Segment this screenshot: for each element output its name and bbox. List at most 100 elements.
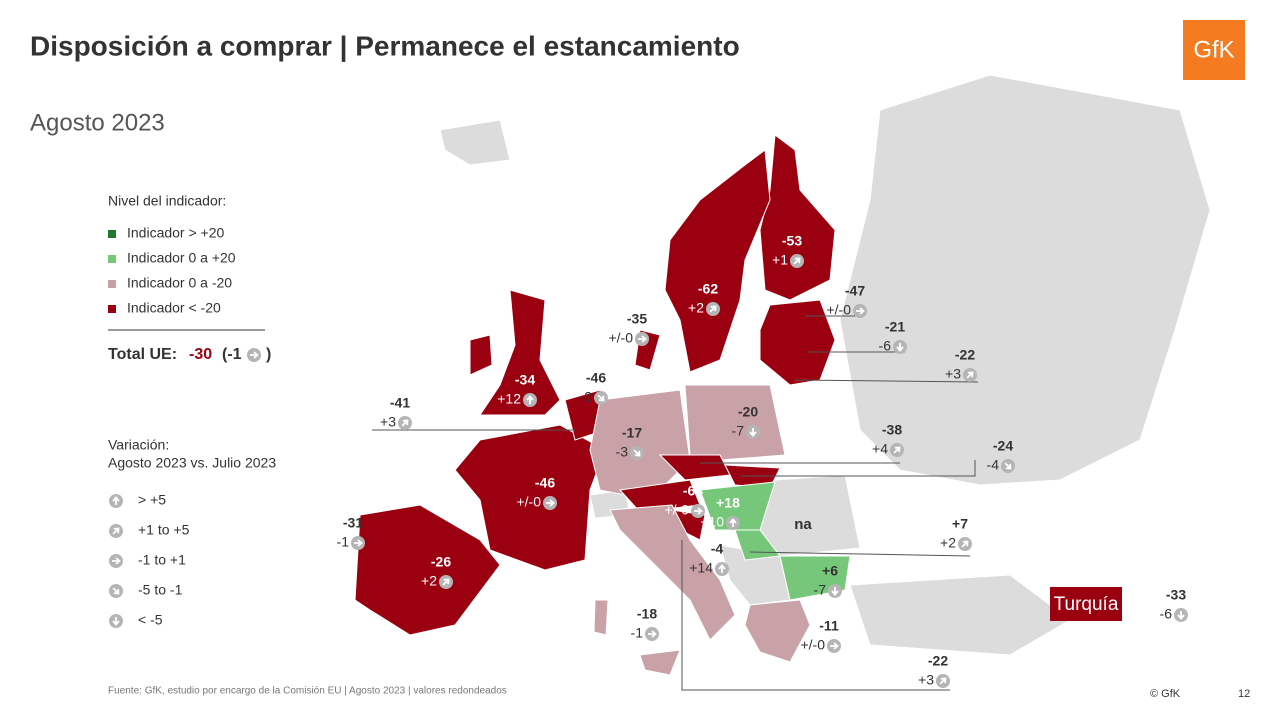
country: [479, 289, 561, 416]
country-change: -1: [631, 625, 644, 641]
legend-title: Nivel del indicador:: [108, 193, 226, 209]
legend-label: Indicador < -20: [127, 300, 221, 316]
change-icon: [109, 614, 123, 628]
change-icon: [351, 536, 365, 550]
country-change: -1: [337, 534, 350, 550]
change-icon: [439, 575, 453, 589]
country-value: -22: [955, 347, 975, 363]
turkey-box: [1050, 587, 1122, 621]
page-number: 12: [1238, 688, 1250, 700]
change-icon: [1001, 459, 1015, 473]
country: [354, 504, 501, 636]
country-change: +3: [945, 366, 961, 382]
country-value: -53: [782, 233, 802, 249]
country-change: +12: [497, 391, 521, 407]
leader-line: [740, 460, 976, 477]
icon-arrow: [893, 446, 901, 454]
variation-title: Variación:: [108, 437, 169, 453]
country-value: +7: [952, 516, 968, 532]
country-value: -26: [431, 554, 451, 570]
total-change: (-1: [222, 346, 242, 363]
change-icon: [109, 494, 123, 508]
change-icon: [645, 627, 659, 641]
subtitle: Agosto 2023: [30, 109, 165, 136]
country: [744, 599, 811, 663]
icon-arrow: [709, 305, 717, 313]
change-icon: [706, 302, 720, 316]
country-change: +2: [940, 535, 956, 551]
turkey-label: Turquía: [1054, 594, 1119, 615]
change-icon: [543, 496, 557, 510]
icon-arrow: [648, 630, 657, 638]
icon-arrow: [546, 499, 555, 507]
variation-label: < -5: [138, 612, 163, 628]
country-change: +2: [688, 300, 704, 316]
country-change: +3: [380, 414, 396, 430]
variation-label: -5 to -1: [138, 582, 183, 598]
icon-arrow: [401, 419, 409, 427]
country-value: +6: [822, 563, 838, 579]
icon-arrow: [966, 371, 974, 379]
land: [839, 74, 1211, 486]
country-change: +/-0: [608, 330, 633, 346]
logo-box: [1183, 20, 1245, 80]
change-icon: [630, 446, 644, 460]
country-value: -20: [738, 404, 758, 420]
country-change: -6: [1160, 606, 1173, 622]
country-value: -17: [622, 425, 642, 441]
country-change: +3: [918, 672, 934, 688]
country-change: +14: [689, 560, 713, 576]
country: [609, 504, 736, 641]
total-close: ): [266, 346, 271, 363]
icon-arrow: [1004, 462, 1012, 470]
country: [759, 299, 836, 386]
title: Disposición a comprar | Permanece el est…: [30, 30, 740, 61]
country-value: -35: [627, 311, 647, 327]
legend-swatch: [108, 230, 116, 238]
icon-arrow: [112, 557, 121, 565]
country: [593, 599, 609, 636]
logo: GfK: [1193, 36, 1234, 63]
legend-label: Indicador 0 a -20: [127, 275, 232, 291]
change-icon: [635, 332, 649, 346]
icon-arrow: [694, 507, 703, 515]
variation-label: > +5: [138, 492, 166, 508]
icon-arrow: [354, 539, 363, 547]
icon-arrow: [442, 578, 450, 586]
country-change: +/-0: [516, 494, 541, 510]
total-value: -30: [189, 346, 212, 363]
country-change: -7: [732, 423, 745, 439]
change-icon: [247, 348, 261, 362]
change-icon: [691, 504, 705, 518]
icon-arrow: [112, 527, 120, 535]
country-value: -62: [698, 281, 718, 297]
country-change: +1: [772, 252, 788, 268]
change-icon: [109, 524, 123, 538]
country-value: -18: [637, 606, 657, 622]
country: [639, 649, 681, 676]
country-value: -11: [819, 618, 839, 634]
country-value: -46: [535, 475, 555, 491]
country-change: -6: [879, 338, 892, 354]
change-icon: [109, 554, 123, 568]
country-change: -7: [814, 582, 827, 598]
land: [439, 119, 511, 166]
country-value: -31: [343, 515, 363, 531]
change-icon: [828, 584, 842, 598]
country-value: -24: [993, 438, 1013, 454]
icon-arrow: [831, 587, 839, 596]
source: Fuente: GfK, estudio por encargo de la C…: [108, 686, 507, 697]
country-value: -64: [683, 483, 703, 499]
change-icon: [963, 368, 977, 382]
change-icon: [715, 562, 729, 576]
leader-line: [681, 540, 950, 691]
variation-label: +1 to +5: [138, 522, 190, 538]
country-change: +2: [421, 573, 437, 589]
country: [664, 149, 771, 373]
total-label: Total UE:: [108, 346, 177, 363]
map: [354, 74, 1211, 676]
copyright: © GfK: [1150, 688, 1181, 700]
country-change: -4: [987, 457, 1000, 473]
icon-arrow: [961, 540, 969, 548]
